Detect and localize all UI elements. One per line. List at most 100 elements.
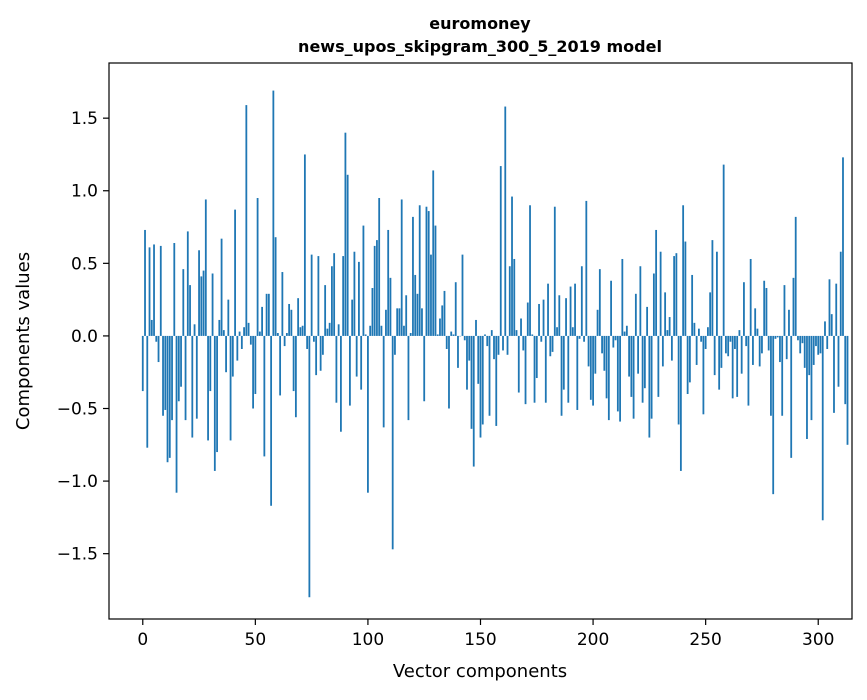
bar	[250, 336, 252, 345]
bar	[290, 310, 292, 336]
bar	[315, 336, 317, 375]
bar	[209, 336, 211, 391]
bar	[799, 336, 801, 353]
bar	[437, 334, 439, 335]
bar	[673, 256, 675, 336]
bar	[806, 336, 808, 439]
bar	[263, 336, 265, 456]
x-tick-label: 0	[137, 630, 148, 650]
bar	[543, 300, 545, 336]
bar	[227, 300, 229, 336]
bar	[455, 282, 457, 336]
bar	[205, 199, 207, 335]
bar	[236, 336, 238, 361]
bar	[757, 329, 759, 336]
bar	[601, 336, 603, 353]
bar	[808, 336, 810, 375]
bar	[592, 336, 594, 406]
bar	[412, 217, 414, 336]
bar	[741, 336, 743, 374]
bar	[302, 326, 304, 336]
bar	[583, 336, 585, 342]
bar	[367, 336, 369, 493]
bar	[257, 198, 259, 336]
bar	[570, 287, 572, 336]
bar	[308, 336, 310, 597]
bar	[358, 262, 360, 336]
bar	[286, 333, 288, 336]
bar	[770, 336, 772, 416]
bar	[626, 326, 628, 336]
y-tick-label: −1.0	[57, 472, 98, 492]
bar	[739, 330, 741, 336]
bar	[795, 217, 797, 336]
bar	[840, 252, 842, 336]
bar	[466, 336, 468, 390]
bar	[689, 336, 691, 382]
bar	[450, 332, 452, 336]
bar	[468, 336, 470, 361]
bar	[815, 336, 817, 346]
bar	[615, 336, 617, 340]
bar	[234, 210, 236, 336]
bar	[446, 336, 448, 349]
bar	[498, 336, 500, 355]
y-axis-label: Components values	[13, 252, 34, 430]
bar	[572, 327, 574, 336]
bar	[167, 336, 169, 462]
bar	[176, 336, 178, 493]
bar	[561, 336, 563, 416]
bar	[444, 291, 446, 336]
bar	[752, 336, 754, 365]
bar	[493, 336, 495, 359]
bar	[288, 304, 290, 336]
bar	[432, 170, 434, 335]
bar	[439, 319, 441, 336]
bar	[480, 336, 482, 438]
bar	[644, 336, 646, 388]
bar	[698, 329, 700, 336]
bar	[390, 278, 392, 336]
bar	[401, 199, 403, 335]
bar	[151, 320, 153, 336]
bar	[750, 259, 752, 336]
bar	[628, 336, 630, 377]
bar	[820, 336, 822, 353]
bar	[187, 231, 189, 336]
bar	[191, 336, 193, 438]
bar	[268, 294, 270, 336]
x-tick-label: 300	[802, 630, 834, 650]
bar	[304, 154, 306, 335]
bar	[225, 336, 227, 372]
bar	[403, 326, 405, 336]
bar	[723, 165, 725, 336]
bar	[426, 207, 428, 336]
bar	[784, 285, 786, 336]
bar	[185, 336, 187, 420]
bar	[408, 336, 410, 420]
bar	[349, 336, 351, 406]
bar	[540, 336, 542, 342]
bar	[522, 336, 524, 351]
bar	[709, 292, 711, 336]
bar	[482, 336, 484, 425]
bar	[763, 281, 765, 336]
bar	[203, 271, 205, 336]
bar	[347, 175, 349, 336]
bar	[802, 336, 804, 343]
bar	[766, 288, 768, 336]
bar	[507, 336, 509, 355]
bar	[759, 336, 761, 366]
x-tick-label: 200	[577, 630, 609, 650]
y-tick-label: 1.5	[71, 109, 98, 129]
bar	[531, 334, 533, 335]
bar	[198, 250, 200, 336]
bar	[558, 295, 560, 336]
bar	[419, 205, 421, 336]
bar	[608, 336, 610, 420]
bar	[322, 336, 324, 355]
bar	[360, 336, 362, 390]
bar	[345, 133, 347, 336]
bar	[457, 336, 459, 368]
